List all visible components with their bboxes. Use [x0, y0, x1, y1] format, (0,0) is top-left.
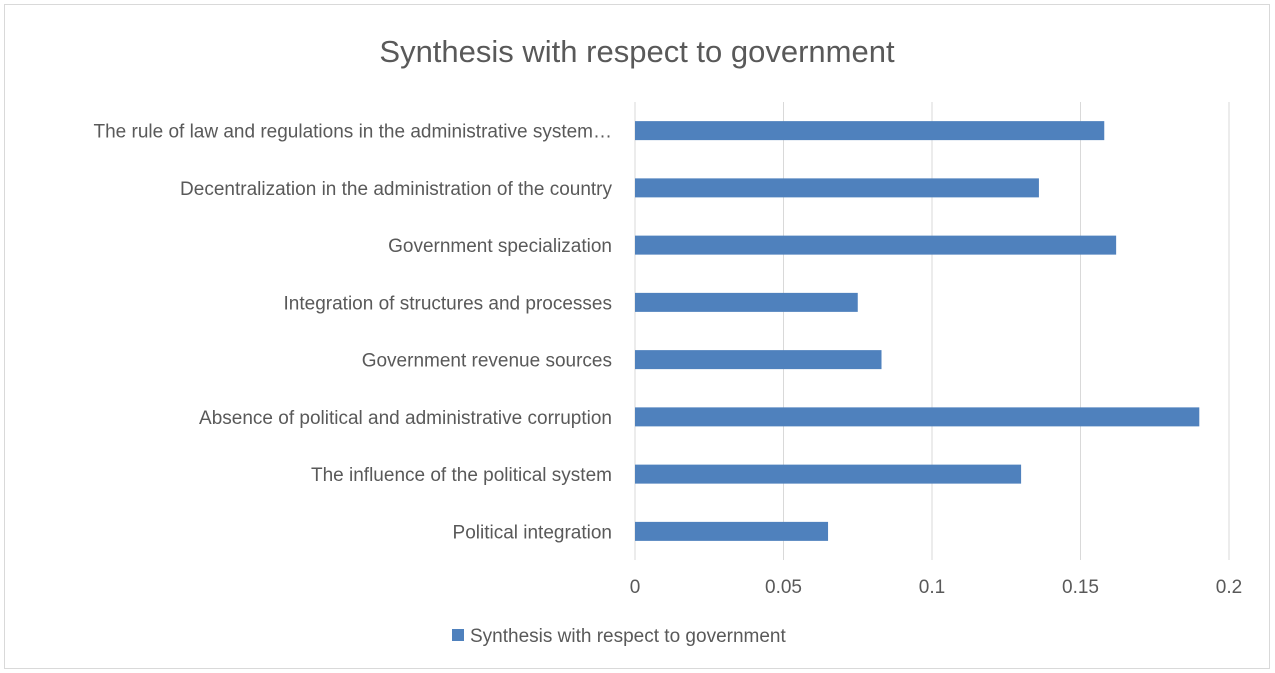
category-label-0: The rule of law and regulations in the a… [93, 122, 612, 143]
grid-layer [634, 102, 1230, 560]
bar-3 [635, 292, 858, 312]
category-label-6: The influence of the political system [311, 465, 612, 486]
x-tick-label-1: 0.05 [765, 577, 802, 598]
bar-7 [635, 521, 829, 541]
category-label-7: Political integration [453, 522, 612, 543]
bar-2 [635, 235, 1117, 255]
legend-swatch [452, 629, 464, 641]
legend: Synthesis with respect to government [452, 626, 786, 647]
bar-6 [635, 464, 1022, 484]
bar-0 [635, 121, 1105, 141]
bar-4 [635, 350, 882, 370]
x-tick-label-4: 0.2 [1216, 577, 1242, 598]
chart-frame [4, 4, 1270, 669]
category-label-5: Absence of political and administrative … [199, 408, 612, 429]
x-tick-label-2: 0.1 [919, 577, 945, 598]
category-label-3: Integration of structures and processes [284, 293, 612, 314]
bar-5 [635, 407, 1200, 427]
x-tick-label-3: 0.15 [1062, 577, 1099, 598]
legend-label: Synthesis with respect to government [470, 626, 786, 647]
bar-layer [635, 121, 1200, 541]
chart-title: Synthesis with respect to government [379, 34, 895, 69]
x-tick-label-0: 0 [630, 577, 641, 598]
category-label-1: Decentralization in the administration o… [180, 179, 612, 200]
bar-1 [635, 178, 1039, 198]
category-label-4: Government revenue sources [362, 351, 612, 372]
x-axis-tick-labels: 0 0.05 0.1 0.15 0.2 [630, 577, 1243, 598]
category-labels: The rule of law and regulations in the a… [93, 122, 612, 544]
category-label-2: Government specialization [388, 236, 612, 257]
